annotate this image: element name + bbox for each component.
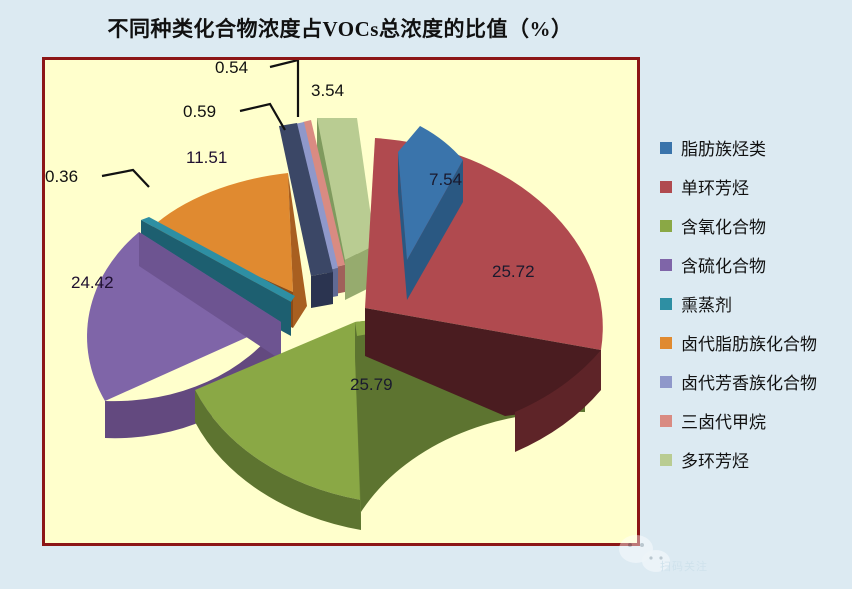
slice-aliphatic-top: [398, 126, 463, 260]
leader-line-halo-aromatic: [239, 102, 286, 131]
slice-oxygenated-front: [195, 390, 361, 530]
slice-sulfur[interactable]: [87, 232, 281, 439]
page-title: 不同种类化合物浓度占VOCs总浓度的比值（%）: [107, 17, 573, 41]
slice-halo-aliphatic-edge: [288, 173, 307, 328]
label-halo-aromatic: 0.59: [183, 102, 216, 121]
slice-aliphatic-side-right: [407, 160, 463, 300]
legend-label: 卤代芳香族化合物: [681, 374, 817, 393]
slice-fumigant-top: [141, 217, 295, 302]
watermark-text: 扫码关注: [660, 561, 708, 573]
legend-label: 单环芳烃: [681, 179, 749, 198]
legend-item-fumigant[interactable]: 熏蒸剂: [660, 284, 846, 323]
legend-label: 脂肪族烃类: [681, 140, 766, 159]
legend-label: 熏蒸剂: [681, 296, 732, 315]
legend-swatch-icon: [660, 453, 672, 466]
legend-item-halo-aromatic[interactable]: 卤代芳香族化合物: [660, 362, 846, 401]
slice-oxygenated-top: [195, 322, 361, 500]
legend-label: 卤代脂肪族化合物: [681, 335, 817, 354]
label-pah: 3.54: [311, 81, 344, 100]
label-fumigant: 0.36: [45, 167, 78, 186]
slice-separator-top: [279, 123, 333, 276]
pie-chart-svg: 7.54 25.72 25.79 24.42 11.51 0.36 0.59 0…: [45, 60, 603, 530]
slice-separator-side: [311, 272, 333, 308]
legend-swatch-icon: [660, 219, 672, 232]
leader-line-trihalomethane: [269, 60, 300, 117]
slice-sulfur-top: [87, 232, 281, 401]
slice-halo-aliphatic-top: [151, 173, 293, 292]
label-mono-aromatic: 25.72: [492, 262, 535, 281]
legend-swatch-icon: [660, 414, 672, 427]
slice-sulfur-front: [105, 322, 281, 439]
legend-label: 多环芳烃: [681, 452, 749, 471]
legend-swatch-icon: [660, 180, 672, 193]
legend-label: 三卤代甲烷: [681, 413, 766, 432]
slice-sulfur-side: [139, 232, 281, 360]
legend-swatch-icon: [660, 141, 672, 154]
slice-aliphatic[interactable]: [398, 126, 463, 300]
legend-item-trihalomethane[interactable]: 三卤代甲烷: [660, 401, 846, 440]
legend-item-aliphatic[interactable]: 脂肪族烃类: [660, 128, 846, 167]
slice-mono-aromatic-front: [365, 308, 601, 416]
legend-label: 含氧化合物: [681, 218, 766, 237]
legend-item-halo-aliphatic[interactable]: 卤代脂肪族化合物: [660, 323, 846, 362]
label-sulfur: 24.42: [71, 273, 114, 292]
legend-label: 含硫化合物: [681, 257, 766, 276]
leader-line-fumigant: [101, 168, 150, 188]
slice-mono-aromatic-side: [515, 350, 601, 452]
legend-item-oxygenated[interactable]: 含氧化合物: [660, 206, 846, 245]
label-trihalomethane: 0.54: [215, 60, 248, 77]
legend-item-pah[interactable]: 多环芳烃: [660, 440, 846, 479]
legend-swatch-icon: [660, 336, 672, 349]
plot-area: 7.54 25.72 25.79 24.42 11.51 0.36 0.59 0…: [42, 57, 640, 546]
label-aliphatic: 7.54: [429, 170, 462, 189]
label-halo-aliphatic: 11.51: [186, 148, 227, 167]
label-oxygenated: 25.79: [350, 375, 393, 394]
slice-trihalomethane-top: [303, 120, 345, 267]
legend-item-mono-aromatic[interactable]: 单环芳烃: [660, 167, 846, 206]
chart-legend: 脂肪族烃类 单环芳烃 含氧化合物 含硫化合物 熏蒸剂 卤代脂肪族化合物 卤代芳香…: [660, 128, 846, 479]
legend-swatch-icon: [660, 297, 672, 310]
legend-item-sulfur[interactable]: 含硫化合物: [660, 245, 846, 284]
slice-aliphatic-side-left: [398, 152, 407, 300]
slice-pah-top: [317, 118, 375, 260]
slice-separator-navy: [279, 123, 333, 308]
legend-swatch-icon: [660, 375, 672, 388]
legend-swatch-icon: [660, 258, 672, 271]
slice-halo-aromatic-top: [295, 122, 338, 270]
